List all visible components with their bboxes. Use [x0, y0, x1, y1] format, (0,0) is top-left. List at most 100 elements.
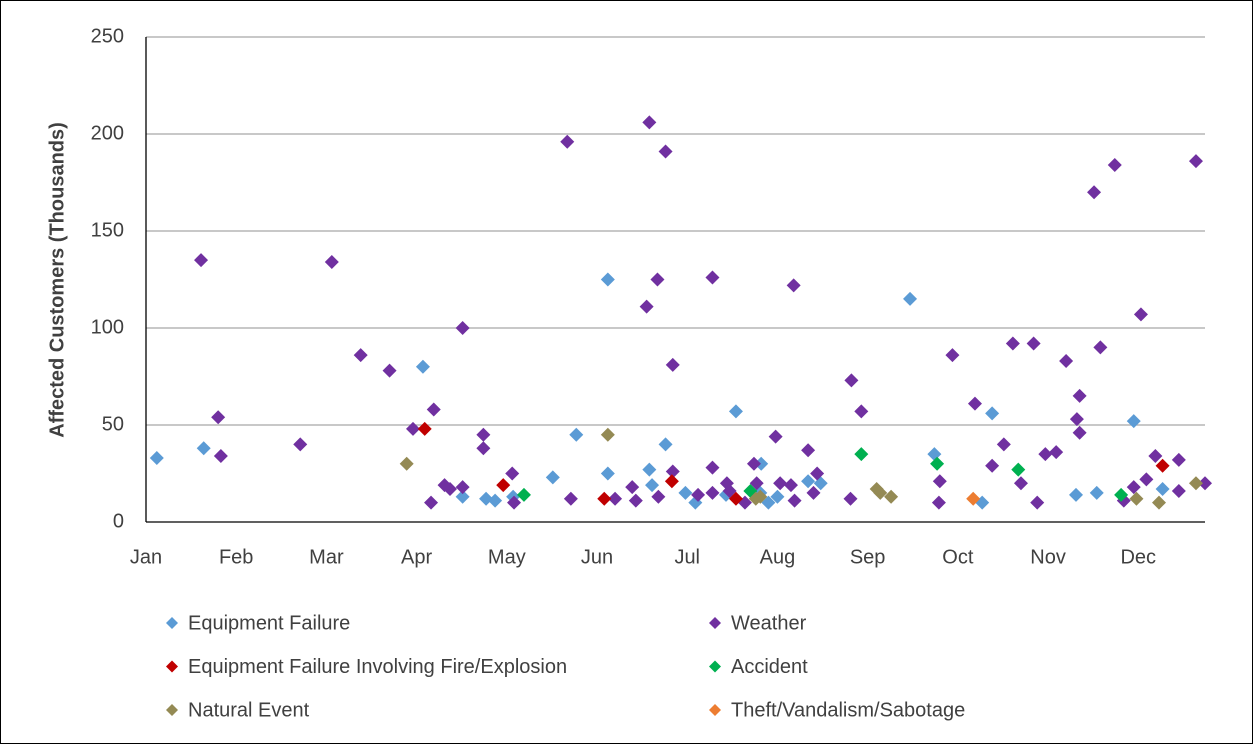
x-tick-label: Mar — [309, 546, 344, 568]
point — [1155, 482, 1170, 497]
point — [1069, 412, 1084, 427]
y-tick-label: 250 — [91, 25, 124, 47]
point — [1133, 307, 1148, 322]
point — [844, 373, 859, 388]
point — [770, 489, 785, 504]
point — [651, 489, 666, 504]
point — [1049, 445, 1064, 460]
legend-label: Weather — [731, 612, 807, 634]
point — [664, 474, 679, 489]
point — [415, 359, 430, 374]
point — [932, 474, 947, 489]
x-tick-label: Nov — [1030, 546, 1066, 568]
point — [903, 291, 918, 306]
point — [705, 270, 720, 285]
legend-label: Natural Event — [188, 699, 310, 721]
point — [985, 458, 1000, 473]
point — [753, 489, 768, 504]
point — [1093, 340, 1108, 355]
legend-marker — [709, 617, 721, 629]
point — [1114, 487, 1129, 502]
point — [787, 493, 802, 508]
point — [455, 489, 470, 504]
point — [496, 478, 511, 493]
point — [442, 482, 457, 497]
point — [801, 443, 816, 458]
y-tick-label: 200 — [91, 122, 124, 144]
x-tick-label: Sep — [850, 546, 886, 568]
point — [424, 495, 439, 510]
point — [806, 485, 821, 500]
point — [996, 437, 1011, 452]
point — [600, 427, 615, 442]
point — [1087, 185, 1102, 200]
point — [854, 447, 869, 462]
point — [650, 272, 665, 287]
point — [884, 489, 899, 504]
point — [665, 464, 680, 479]
legend-marker — [166, 617, 178, 629]
point — [479, 491, 494, 506]
point — [213, 449, 228, 464]
y-tick-label: 50 — [102, 413, 124, 435]
legend-label: Equipment Failure Involving Fire/Explosi… — [188, 656, 567, 678]
point — [563, 491, 578, 506]
point — [1171, 483, 1186, 498]
point — [639, 299, 654, 314]
point — [476, 427, 491, 442]
legend-label: Equipment Failure — [188, 612, 350, 634]
point — [560, 134, 575, 149]
point — [1155, 458, 1170, 473]
point — [930, 456, 945, 471]
point — [488, 493, 503, 508]
point — [728, 404, 743, 419]
point — [149, 450, 164, 465]
x-tick-label: May — [488, 546, 526, 568]
point — [194, 253, 209, 268]
point — [628, 493, 643, 508]
point — [1069, 487, 1084, 502]
point — [843, 491, 858, 506]
point — [1171, 452, 1186, 467]
point — [399, 456, 414, 471]
point — [417, 421, 432, 436]
point — [642, 462, 657, 477]
y-tick-label: 0 — [113, 510, 124, 532]
point — [985, 406, 1000, 421]
point — [1011, 462, 1026, 477]
point — [1005, 336, 1020, 351]
point — [1026, 336, 1041, 351]
point — [324, 255, 339, 270]
point — [658, 144, 673, 159]
point — [1126, 414, 1141, 429]
point — [353, 348, 368, 363]
point — [1089, 485, 1104, 500]
point — [1107, 158, 1122, 173]
point — [705, 460, 720, 475]
x-tick-label: Feb — [219, 546, 253, 568]
point — [1059, 353, 1074, 368]
point — [945, 348, 960, 363]
point — [600, 466, 615, 481]
point — [505, 466, 520, 481]
point — [783, 478, 798, 493]
point — [1139, 472, 1154, 487]
point — [645, 478, 660, 493]
point — [658, 437, 673, 452]
point — [426, 402, 441, 417]
point — [746, 456, 761, 471]
point — [1148, 449, 1163, 464]
point — [801, 474, 816, 489]
x-tick-label: Dec — [1120, 546, 1156, 568]
point — [569, 427, 584, 442]
point — [768, 429, 783, 444]
legend-marker — [166, 704, 178, 716]
point — [967, 396, 982, 411]
point — [1013, 476, 1028, 491]
point — [1072, 425, 1087, 440]
point — [1198, 476, 1212, 491]
y-tick-label: 150 — [91, 219, 124, 241]
point — [1188, 476, 1203, 491]
